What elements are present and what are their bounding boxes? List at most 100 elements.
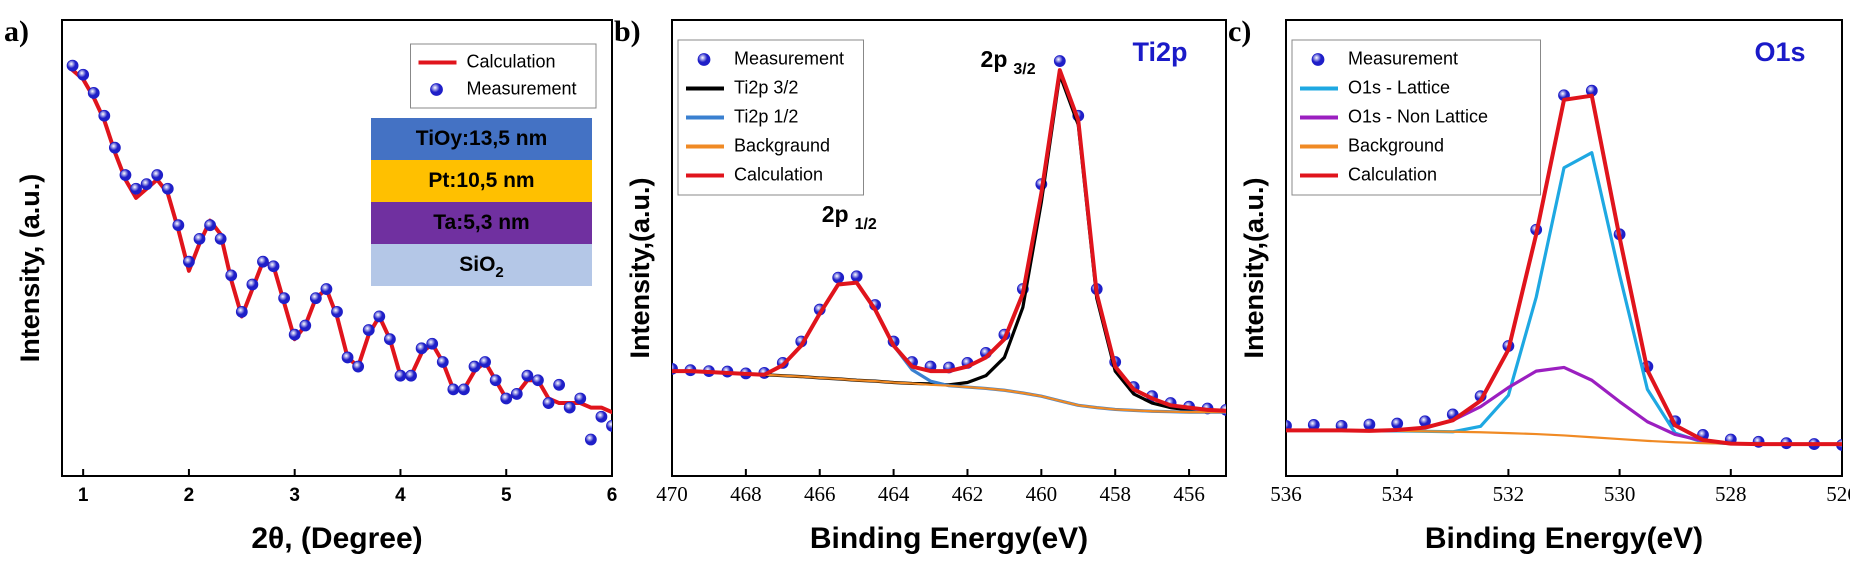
- legend-label: Calculation: [1348, 164, 1437, 184]
- plot-frame: [1285, 19, 1843, 477]
- panel-label: b): [614, 15, 641, 48]
- layer-label: SiO2: [459, 253, 504, 282]
- x-tick-label: 458: [1099, 482, 1131, 506]
- x-tick-label: 532: [1493, 482, 1525, 506]
- legend-label: Measurement: [467, 78, 577, 98]
- annotation: 2p 1/2: [822, 201, 877, 233]
- panel-label: a): [4, 15, 29, 48]
- data-line: [1286, 93, 1842, 447]
- annotation: Ti2p: [1132, 37, 1187, 67]
- data-point: [98, 109, 111, 122]
- legend-label: O1s - Non Lattice: [1348, 106, 1488, 126]
- y-axis-title: Intensity, (a.u.): [15, 174, 45, 363]
- annotation-text: O1s: [1754, 37, 1805, 67]
- data-point: [172, 219, 185, 232]
- data-point: [1391, 417, 1404, 430]
- layer-text: SiO: [459, 253, 495, 276]
- plot-frame: [61, 19, 613, 477]
- data-point: [246, 278, 259, 291]
- layer-text: Ta:5,3 nm: [433, 211, 529, 234]
- data-point: [532, 374, 544, 387]
- data-point: [161, 182, 174, 195]
- data-point: [151, 169, 164, 181]
- x-tick-label: 526: [1826, 482, 1850, 506]
- data-point: [606, 419, 612, 432]
- legend-label: Calculation: [734, 164, 823, 184]
- data-point: [77, 68, 90, 81]
- data-point: [140, 178, 153, 191]
- x-axis-title: 2θ, (Degree): [251, 522, 422, 555]
- data-point: [373, 310, 386, 323]
- legend: Measurement Ti2p 3/2 Ti2p 1/2 Backgraund Cal…: [677, 39, 864, 196]
- x-tick-label: 530: [1604, 482, 1636, 506]
- data-point: [521, 369, 534, 382]
- layer-label: TiOy:13,5 nm: [416, 127, 548, 150]
- data-point: [130, 182, 142, 195]
- data-point: [563, 401, 576, 414]
- data-point: [267, 260, 280, 273]
- x-tick-label: 462: [952, 482, 984, 506]
- x-tick-label: 2: [184, 485, 195, 506]
- data-point: [458, 383, 470, 396]
- data-point: [320, 283, 333, 295]
- legend-label: Ti2p 3/2: [734, 77, 798, 97]
- y-axis-title: Intensity,(a.u.): [625, 177, 655, 358]
- data-point: [553, 378, 566, 391]
- data-point: [489, 374, 502, 387]
- x-tick-label: 1: [78, 485, 89, 506]
- data-point: [193, 232, 206, 245]
- data-area: [672, 55, 1226, 416]
- data-point: [574, 392, 587, 405]
- legend-label: O1s - Lattice: [1348, 77, 1450, 97]
- x-tick-label: 460: [1026, 482, 1058, 506]
- layer-subscript: 2: [495, 264, 503, 281]
- data-area: [66, 59, 612, 446]
- data-point: [426, 337, 439, 350]
- x-axis-title: Binding Energy(eV): [1425, 522, 1703, 555]
- data-point: [257, 255, 269, 268]
- x-tick-label: 470: [656, 482, 688, 506]
- data-line: [672, 370, 1226, 414]
- legend-label: Ti2p 1/2: [734, 106, 798, 126]
- layer-text: Pt:10,5 nm: [428, 169, 534, 192]
- data-point: [183, 255, 195, 268]
- x-tick-label: 6: [607, 485, 618, 506]
- layer-text: TiOy:13,5 nm: [416, 127, 548, 150]
- y-axis-title: Intensity,(a.u.): [1239, 177, 1269, 358]
- data-point: [235, 305, 248, 318]
- data-point: [500, 392, 513, 405]
- layer-label: Ta:5,3 nm: [433, 211, 529, 234]
- data-point: [510, 388, 523, 400]
- data-point: [595, 410, 608, 423]
- data-point: [405, 369, 417, 382]
- data-point: [309, 292, 322, 305]
- legend-label: Measurement: [734, 48, 844, 68]
- data-point: [584, 433, 597, 446]
- data-point: [832, 271, 845, 284]
- layer: [371, 160, 592, 202]
- annotation: O1s: [1754, 37, 1805, 67]
- legend-symbol: [430, 83, 443, 96]
- data-point: [542, 397, 555, 409]
- data-point: [479, 356, 491, 368]
- data-line: [672, 68, 1226, 413]
- data-point: [436, 356, 449, 368]
- panel: 536 534 532 530 528 526 Binding Energy(eV) Inte…: [1228, 15, 1850, 555]
- x-tick-label: 534: [1381, 482, 1413, 506]
- data-point: [278, 292, 291, 305]
- x-tick-label: 536: [1270, 482, 1302, 506]
- layer: [371, 118, 592, 160]
- legend-label: Backgraund: [734, 135, 830, 155]
- annotation-subscript: 3/2: [1013, 61, 1035, 78]
- data-area: [1286, 84, 1842, 451]
- x-tick-label: 464: [878, 482, 910, 506]
- annotation: 2p 3/2: [981, 46, 1036, 78]
- data-point: [299, 319, 312, 332]
- data-point: [447, 383, 460, 396]
- data-point: [394, 369, 407, 382]
- data-point: [108, 141, 121, 154]
- legend: Calculation Measurement: [410, 43, 597, 109]
- legend: Measurement O1s - Lattice O1s - Non Lattic…: [1291, 39, 1541, 196]
- data-point: [214, 232, 227, 245]
- layer: [371, 244, 592, 286]
